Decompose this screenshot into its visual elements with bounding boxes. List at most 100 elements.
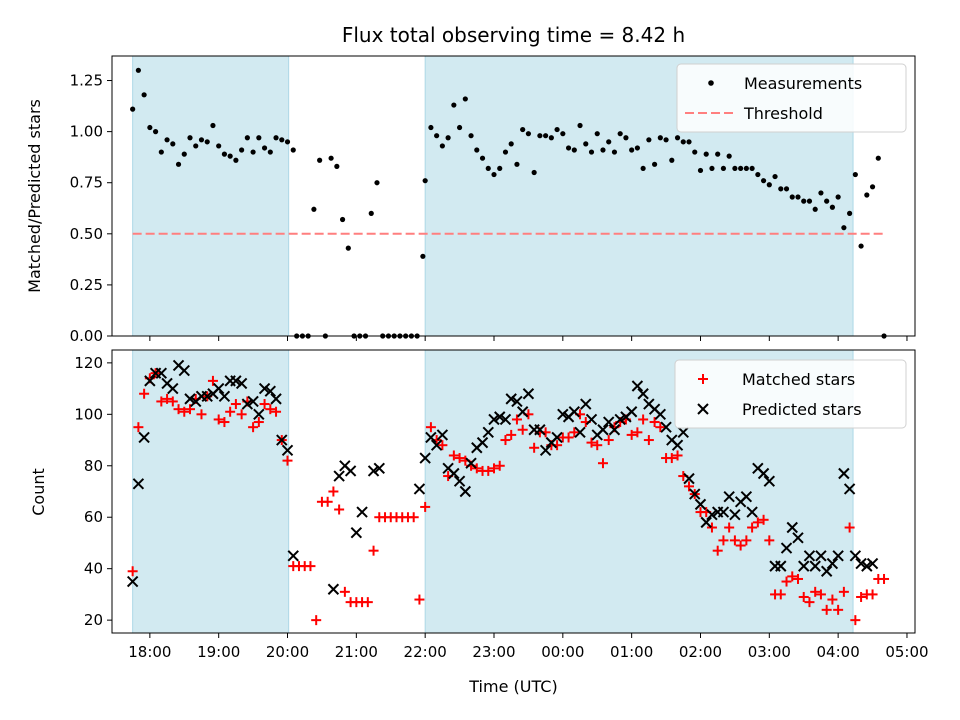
matched-stars-point <box>236 409 247 420</box>
measurement-point <box>594 131 600 137</box>
measurement-point <box>783 186 790 192</box>
measurement-point <box>290 147 296 153</box>
predicted-stars-point <box>276 434 288 446</box>
predicted-stars-point <box>660 421 672 433</box>
matched-stars-point <box>741 535 752 546</box>
y-tick-label: 1.25 <box>70 72 103 90</box>
predicted-stars-point <box>258 382 271 395</box>
measurement-point <box>345 245 351 251</box>
measurement-point <box>864 192 870 198</box>
x-tick-label: 20:00 <box>266 643 309 661</box>
measurement-point <box>847 210 853 216</box>
count-panel-legend: Matched stars Predicted stars <box>674 359 907 429</box>
matched-stars-point <box>517 424 528 435</box>
measurement-point <box>663 137 669 143</box>
matched-stars-point <box>684 481 695 492</box>
matched-stars-point <box>672 450 683 461</box>
predicted-stars-point <box>230 375 242 387</box>
predicted-stars-point <box>654 408 667 421</box>
measurement-point <box>875 155 881 161</box>
measurement-point <box>806 198 813 204</box>
measurement-point <box>439 143 445 149</box>
predicted-stars-point <box>126 575 139 588</box>
measurement-point <box>686 139 692 145</box>
matched-stars-point <box>856 591 867 602</box>
count-panel-xticks: 18:00 19:00 20:00 21:00 22:00 23:00 00:00 01:00… <box>128 633 929 661</box>
predicted-stars-point <box>218 390 231 403</box>
predicted-stars-point <box>597 424 609 436</box>
matched-stars-point <box>787 571 798 582</box>
measurement-point <box>250 149 256 155</box>
measurement-point <box>548 135 554 141</box>
predicted-stars-point <box>436 429 449 441</box>
predicted-stars-point <box>333 470 345 482</box>
measurement-point <box>692 149 698 155</box>
x-tick-label: 01:00 <box>610 643 653 661</box>
matched-stars-point <box>804 597 815 608</box>
matched-stars-point <box>815 589 826 600</box>
measurement-point <box>858 243 864 249</box>
predicted-stars-point <box>757 467 770 480</box>
measurement-point <box>852 171 858 178</box>
matched-stars-point <box>162 393 173 404</box>
measurement-point <box>328 155 334 161</box>
matched-stars-point <box>632 427 643 438</box>
predicted-stars-point <box>551 431 563 444</box>
measurement-point <box>141 92 147 98</box>
measurement-point <box>261 145 268 151</box>
predicted-stars-point <box>792 532 804 544</box>
ratio-panel-ylabel: Matched/Predicted stars <box>25 99 44 293</box>
predicted-stars-point <box>603 416 615 428</box>
measurement-point <box>216 143 222 149</box>
predicted-stars-point <box>453 475 466 487</box>
measurement-point <box>789 194 795 200</box>
x-tick-label: 22:00 <box>404 643 447 661</box>
matched-stars-point <box>494 460 505 471</box>
predicted-stars-point <box>281 444 294 457</box>
matched-stars-point <box>764 535 775 546</box>
measurement-point <box>485 165 491 172</box>
measurement-point <box>317 157 323 163</box>
predicted-stars-point <box>683 472 695 485</box>
predicted-stars-point <box>344 465 357 477</box>
measurement-point <box>531 169 537 176</box>
matched-stars-point <box>724 522 735 533</box>
matched-stars-point <box>569 427 580 438</box>
matched-stars-point <box>322 496 333 507</box>
matched-stars-point <box>483 465 494 476</box>
measurement-point <box>147 124 153 131</box>
measurement-point <box>339 216 346 223</box>
matched-stars-point <box>850 615 861 626</box>
matched-stars-point <box>827 594 838 605</box>
predicted-stars-point <box>746 506 758 518</box>
matched-stars-point <box>328 486 339 497</box>
predicted-stars-point <box>803 550 816 562</box>
predicted-stars-point <box>534 424 546 436</box>
measurement-point <box>869 184 876 190</box>
count-panel-ylabel: Count <box>29 468 48 516</box>
measurement-point <box>560 131 566 137</box>
count-panel-xlabel: Time (UTC) <box>468 677 557 696</box>
measurement-point <box>279 137 285 143</box>
predicted-stars-point <box>270 393 282 405</box>
measurement-point <box>221 151 228 157</box>
measurement-point <box>565 145 572 151</box>
measurement-point <box>600 147 606 153</box>
predicted-stars-point <box>689 488 701 500</box>
predicted-stars-point <box>539 444 552 457</box>
predicted-stars-point <box>413 483 426 495</box>
measurement-point <box>537 133 543 139</box>
matched-stars-point <box>752 517 763 528</box>
measurement-point <box>577 122 583 129</box>
measurement-point <box>634 145 640 151</box>
predicted-stars-point <box>849 550 862 562</box>
predicted-stars-point <box>820 565 833 577</box>
predicted-stars-point <box>465 457 477 469</box>
x-tick-label: 03:00 <box>748 643 791 661</box>
measurement-point <box>611 149 618 155</box>
measurement-point <box>428 124 434 131</box>
predicted-stars-point <box>155 367 168 379</box>
predicted-stars-point <box>459 485 472 498</box>
predicted-stars-point <box>740 490 753 503</box>
